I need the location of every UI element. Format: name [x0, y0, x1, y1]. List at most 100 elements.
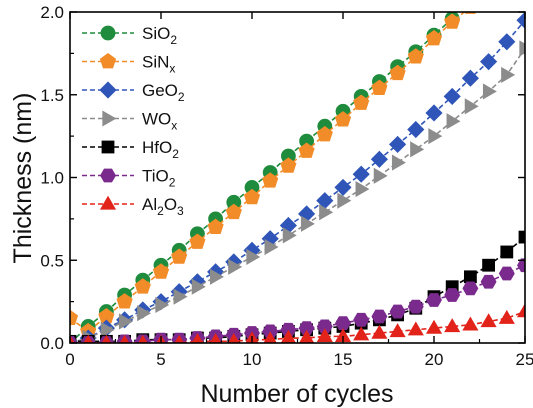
y-tick-label: 1.0	[40, 169, 64, 188]
data-point	[462, 281, 479, 296]
data-point	[425, 104, 443, 122]
x-tick-label: 10	[243, 350, 262, 369]
data-point	[83, 334, 93, 343]
data-point	[152, 263, 170, 279]
legend-marker	[100, 25, 116, 41]
series-tio2	[70, 258, 525, 343]
data-point	[425, 319, 443, 334]
data-point	[498, 33, 516, 51]
x-axis-label: Number of cycles	[200, 380, 393, 408]
legend: SiO2 SiNx GeO2 WOx HfO2 TiO2 Al2O3	[82, 24, 185, 218]
legend-marker	[99, 81, 117, 99]
data-point	[298, 142, 315, 158]
data-point	[407, 321, 424, 336]
data-point	[316, 125, 333, 142]
legend-item: Al2O3	[82, 195, 184, 218]
data-point	[480, 53, 498, 71]
data-point	[264, 238, 279, 256]
legend-label: WOx	[142, 110, 177, 133]
data-point	[207, 218, 224, 235]
data-point	[225, 203, 242, 220]
data-point	[516, 12, 525, 29]
data-point	[334, 178, 352, 196]
legend-item: TiO2	[82, 167, 176, 190]
legend-marker	[101, 140, 115, 154]
data-point	[425, 29, 443, 46]
data-point	[209, 268, 224, 285]
legend-marker	[102, 110, 117, 127]
data-point	[70, 309, 79, 326]
data-point	[300, 215, 315, 232]
data-point	[463, 0, 477, 11]
data-point	[389, 135, 407, 153]
data-point	[191, 333, 204, 343]
data-point	[353, 94, 370, 110]
data-point	[100, 321, 115, 338]
data-point	[173, 288, 188, 305]
data-point	[407, 299, 424, 314]
data-point	[263, 331, 277, 343]
y-axis: 0.0 0.5 1.0 1.5 2.0	[40, 3, 525, 353]
data-point	[337, 192, 352, 209]
y-tick-label: 2.0	[40, 3, 64, 22]
data-point	[410, 141, 425, 158]
data-point	[353, 326, 370, 341]
data-point	[518, 230, 525, 244]
data-point	[482, 258, 496, 272]
legend-marker	[99, 195, 117, 210]
legend-item: WOx	[82, 110, 177, 133]
data-point	[444, 288, 461, 302]
y-tick-label: 0.5	[40, 251, 64, 270]
series-geo2	[70, 12, 525, 343]
data-point	[316, 328, 333, 343]
data-point	[517, 258, 525, 273]
data-point	[407, 48, 424, 64]
data-point	[370, 150, 388, 168]
data-point	[389, 304, 406, 319]
y-tick-label: 0.0	[40, 334, 64, 353]
data-point	[446, 113, 461, 130]
data-point	[482, 83, 497, 100]
data-point	[282, 227, 297, 244]
data-point	[389, 64, 406, 81]
data-point	[428, 128, 443, 145]
data-point	[298, 321, 315, 336]
x-tick-label: 25	[516, 350, 533, 369]
data-point	[498, 266, 515, 281]
data-point	[352, 165, 370, 183]
legend-item: SiO2	[82, 24, 177, 47]
data-point	[174, 334, 184, 343]
data-point	[280, 329, 297, 343]
data-point	[118, 313, 133, 330]
data-point	[353, 312, 370, 327]
series-al2o3	[70, 303, 525, 343]
data-point	[319, 204, 334, 221]
x-tick-label: 15	[334, 350, 353, 369]
data-point	[498, 309, 515, 324]
data-point	[155, 296, 170, 313]
data-point	[461, 69, 479, 87]
data-point	[171, 248, 188, 264]
series-wox	[70, 40, 525, 343]
y-tick-label: 1.5	[40, 86, 64, 105]
data-point	[371, 79, 388, 95]
data-point	[373, 167, 388, 184]
legend-item: SiNx	[82, 53, 175, 76]
data-point	[371, 324, 388, 339]
legend-label: SiNx	[142, 53, 175, 76]
data-point	[355, 181, 370, 198]
legend-marker	[100, 168, 116, 183]
data-point	[243, 188, 261, 205]
series-layer	[70, 0, 525, 343]
data-point	[116, 293, 133, 309]
y-axis-label: Thickness (nm)	[9, 93, 37, 264]
legend-label: SiO2	[142, 24, 177, 47]
data-point	[407, 120, 425, 139]
data-point	[134, 278, 151, 294]
series-sinx	[70, 12, 477, 339]
data-point	[70, 334, 75, 343]
data-point	[501, 66, 516, 83]
data-point	[246, 248, 261, 265]
legend-label: HfO2	[142, 138, 179, 161]
data-point	[391, 154, 406, 171]
